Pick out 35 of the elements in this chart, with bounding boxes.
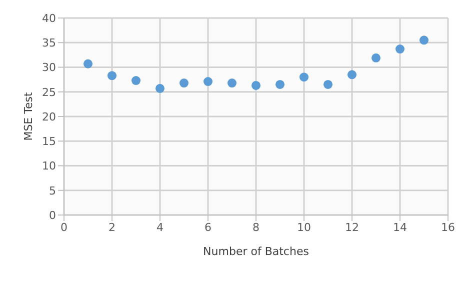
- y-tick-label: 35: [42, 36, 56, 50]
- y-tick-label: 20: [42, 110, 56, 124]
- point: [155, 84, 165, 93]
- x-tick-label: 14: [393, 220, 407, 234]
- x-tick-label: 12: [345, 220, 359, 234]
- point: [107, 71, 117, 80]
- point: [299, 72, 309, 82]
- x-tick-label: 8: [252, 220, 260, 234]
- y-tick-label: 15: [42, 135, 56, 148]
- x-tick-label: 4: [156, 220, 164, 234]
- y-tick-label: 40: [42, 12, 56, 25]
- point: [83, 59, 93, 68]
- point: [227, 78, 237, 88]
- point: [395, 44, 405, 54]
- x-tick-label: 2: [108, 220, 116, 234]
- y-tick-label: 10: [42, 160, 56, 173]
- y-tick-label: 30: [42, 61, 56, 74]
- point: [179, 78, 189, 88]
- point: [371, 53, 381, 62]
- y-tick-label: 25: [42, 86, 56, 99]
- x-tick-label: 16: [441, 220, 455, 234]
- point: [323, 80, 333, 89]
- point: [131, 76, 141, 86]
- x-tick-label: 10: [297, 220, 311, 234]
- y-tick-label: 5: [49, 184, 56, 198]
- x-tick-label: 0: [60, 220, 68, 234]
- x-axis-title: Number of Batches: [203, 245, 310, 258]
- point: [419, 36, 429, 45]
- point: [251, 80, 261, 90]
- point: [275, 80, 285, 89]
- point: [347, 70, 357, 80]
- x-tick-label: 6: [204, 220, 212, 234]
- y-tick-label: 0: [49, 208, 56, 222]
- point: [203, 77, 213, 86]
- y-axis-title: MSE Test: [22, 92, 35, 141]
